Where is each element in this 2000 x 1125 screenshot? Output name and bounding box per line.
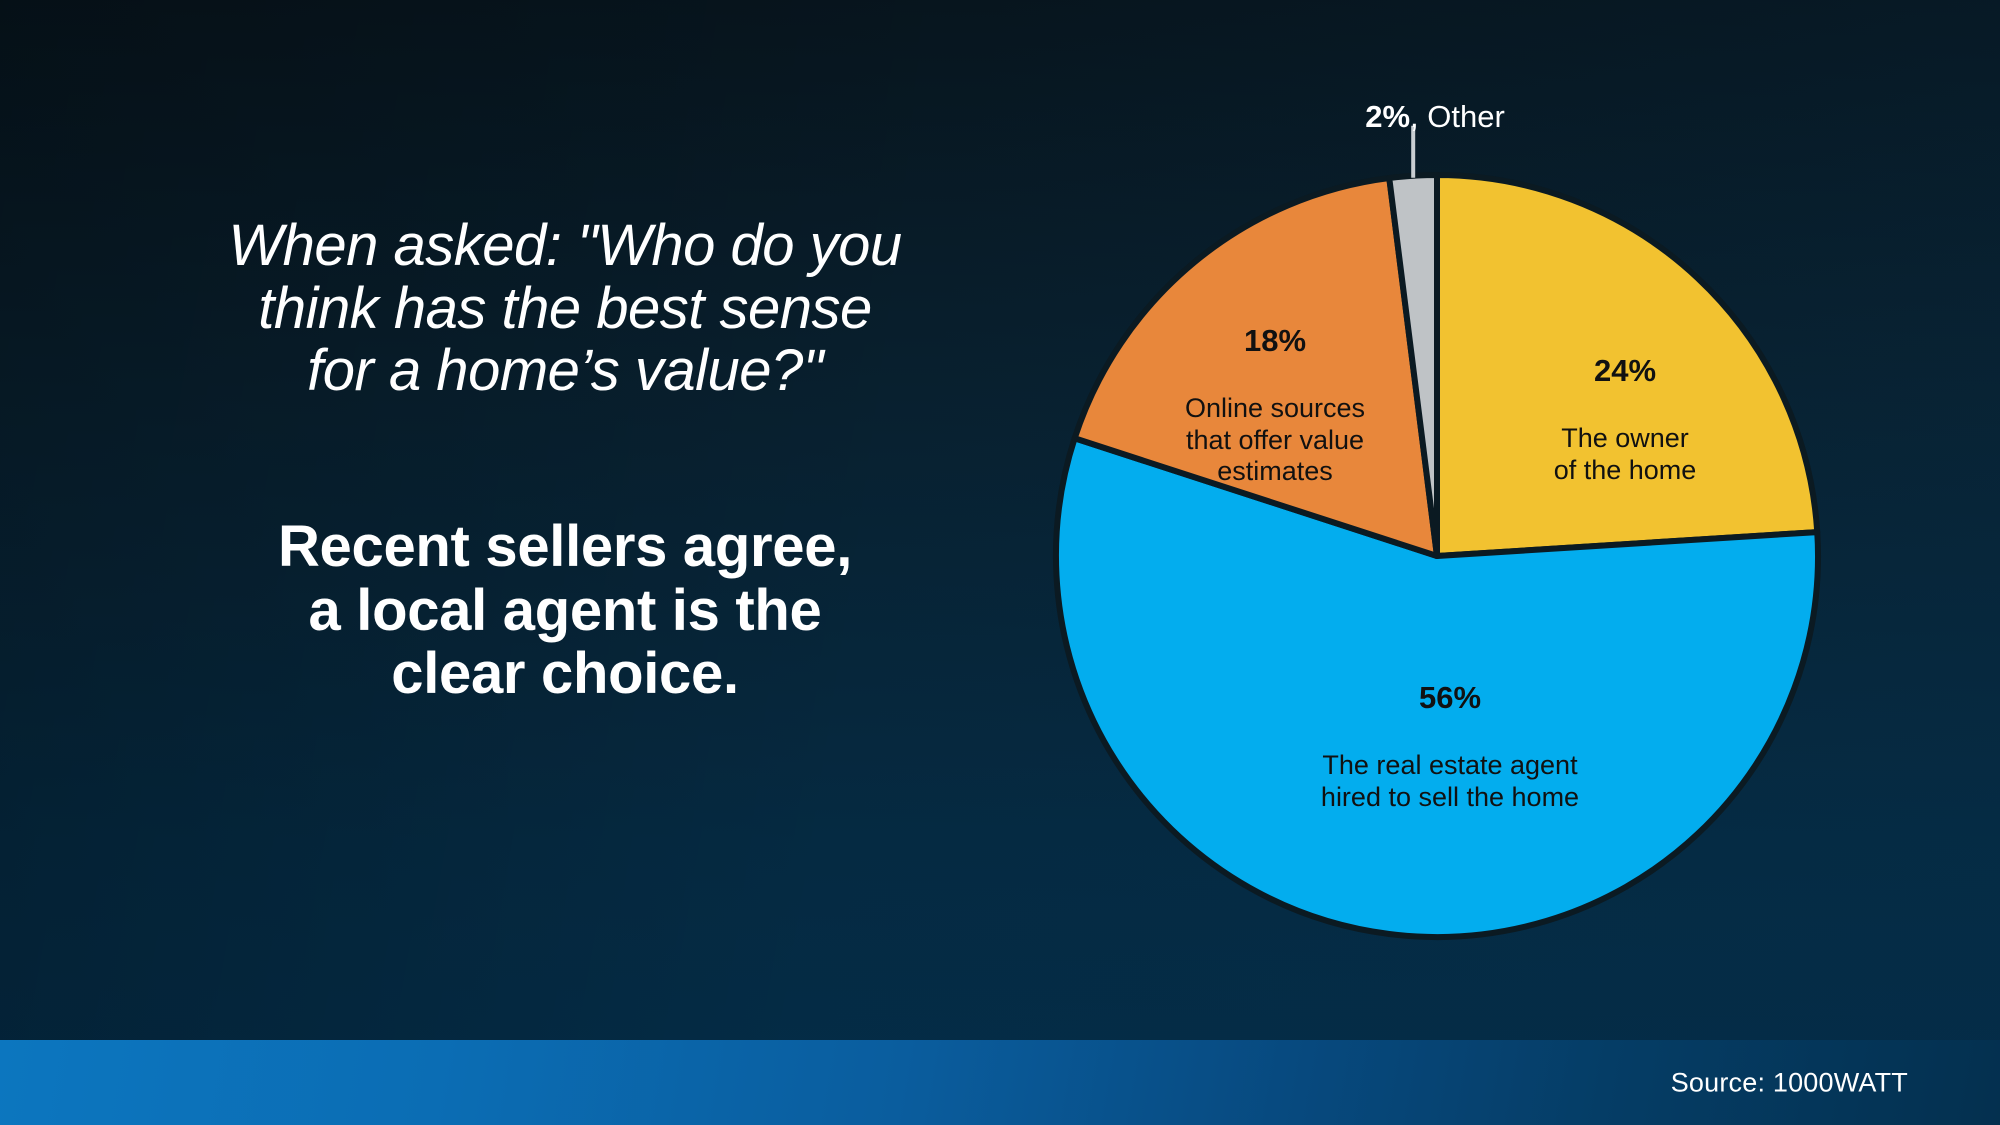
pie-chart-svg: [1053, 125, 1821, 940]
pie-label-online-pct: 18%: [1243, 322, 1307, 358]
source-label: Source: 1000WATT: [1670, 1067, 1908, 1097]
pie-slices: [1053, 171, 1821, 940]
pie-slice-agent[interactable]: [1053, 435, 1821, 940]
pie-label-agent-pct: 56%: [1418, 679, 1482, 715]
question-text: When asked: "Who do you think has the be…: [228, 213, 902, 404]
pie-label-owner-name: The owner of the home: [1553, 423, 1697, 485]
headline-text: Recent sellers agree, a local agent is t…: [277, 513, 853, 707]
pie-label-owner: 24% The owner of the home: [1510, 318, 1740, 486]
footer-bar: Source: 1000WATT: [0, 1040, 2000, 1125]
pie-label-online-name: Online sources that offer value estimate…: [1184, 393, 1366, 487]
pie-label-online: 18% Online sources that offer value esti…: [1140, 288, 1410, 488]
pie-label-agent: 56% The real estate agent hired to sell …: [1240, 645, 1660, 813]
pie-label-owner-pct: 24%: [1593, 352, 1657, 388]
pie-slice-owner[interactable]: [1434, 172, 1821, 559]
pie-slice-online[interactable]: [1071, 175, 1440, 559]
copy-block: When asked: "Who do you think has the be…: [120, 213, 1010, 707]
pie-label-other-pct: 2%: [1365, 99, 1411, 134]
pie-label-other: 2%, Other: [1290, 99, 1580, 134]
pie-chart: [1010, 60, 1910, 1010]
pie-label-other-name: , Other: [1410, 99, 1505, 134]
pie-label-agent-name: The real estate agent hired to sell the …: [1320, 750, 1580, 812]
